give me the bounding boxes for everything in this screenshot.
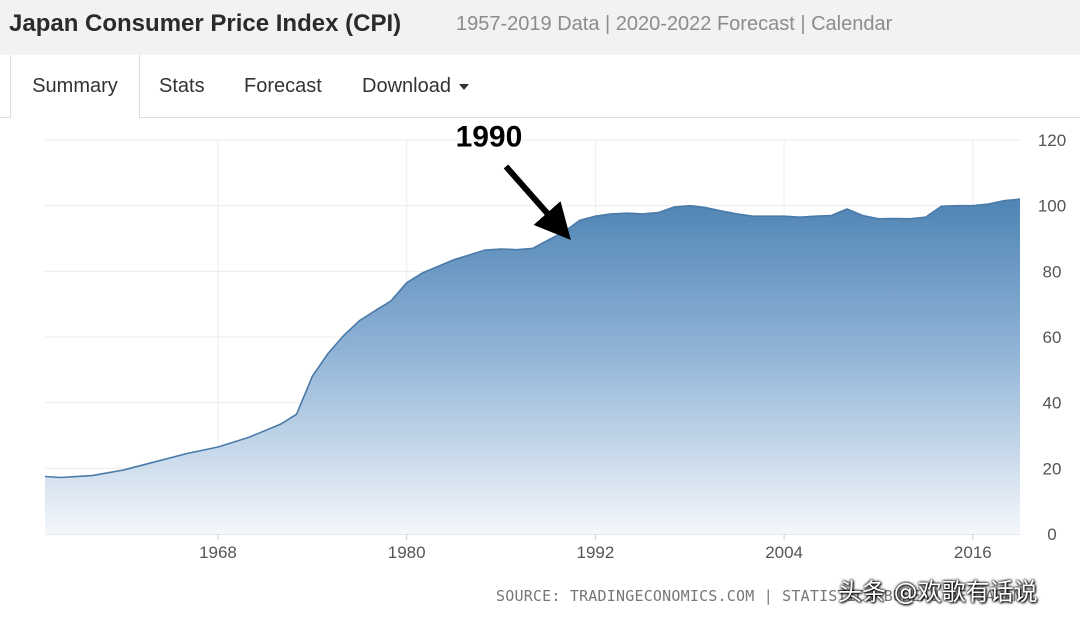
tab-summary[interactable]: Summary: [10, 55, 140, 118]
tab-forecast[interactable]: Forecast: [244, 55, 322, 117]
y-tick-label: 40: [1043, 394, 1062, 413]
x-tick-label: 1980: [388, 543, 426, 562]
page-title: Japan Consumer Price Index (CPI): [9, 10, 402, 37]
tab-forecast-label: Forecast: [244, 75, 322, 97]
page-subtitle[interactable]: 1957-2019 Data | 2020-2022 Forecast | Ca…: [456, 13, 893, 35]
chart-series: [44, 198, 1021, 534]
watermark: 头条 @欢歌有话说: [838, 578, 1038, 606]
x-tick-label: 2004: [765, 543, 803, 562]
x-tick-label: 1992: [576, 543, 614, 562]
annotation-label: 1990: [456, 121, 523, 154]
source-credit[interactable]: SOURCE: TRADINGECONOMICS.COM | STATISTIC…: [496, 587, 1023, 605]
tab-download-label: Download: [362, 75, 451, 97]
cpi-area-chart: 0 20 40 60 80 100 120 1968 1980 1992 2004 2016 199…: [44, 121, 1066, 562]
y-tick-label: 60: [1043, 328, 1062, 347]
x-tick-label: 2016: [954, 543, 992, 562]
tab-stats-label: Stats: [159, 75, 205, 97]
y-tick-label: 20: [1043, 459, 1062, 478]
annotation-arrow: [503, 164, 571, 240]
page-header: Japan Consumer Price Index (CPI) 1957-20…: [0, 0, 1080, 56]
y-axis: 0 20 40 60 80 100 120: [1038, 131, 1066, 544]
tab-bar: Summary Stats Forecast Download: [0, 55, 1080, 118]
tab-stats[interactable]: Stats: [159, 55, 205, 117]
y-tick-label: 100: [1038, 197, 1066, 216]
y-tick-label: 0: [1047, 525, 1056, 544]
tab-download[interactable]: Download: [362, 55, 469, 117]
y-tick-label: 80: [1043, 262, 1062, 281]
y-tick-label: 120: [1038, 131, 1066, 150]
cpi-area-fill: [45, 199, 1020, 534]
cpi-series-line: [44, 198, 1021, 479]
tab-summary-label: Summary: [32, 75, 118, 97]
chart-annotations: 1990: [456, 121, 571, 240]
x-tick-label: 1968: [199, 543, 237, 562]
x-axis: 1968 1980 1992 2004 2016: [199, 534, 992, 562]
chevron-down-icon: [458, 83, 469, 90]
